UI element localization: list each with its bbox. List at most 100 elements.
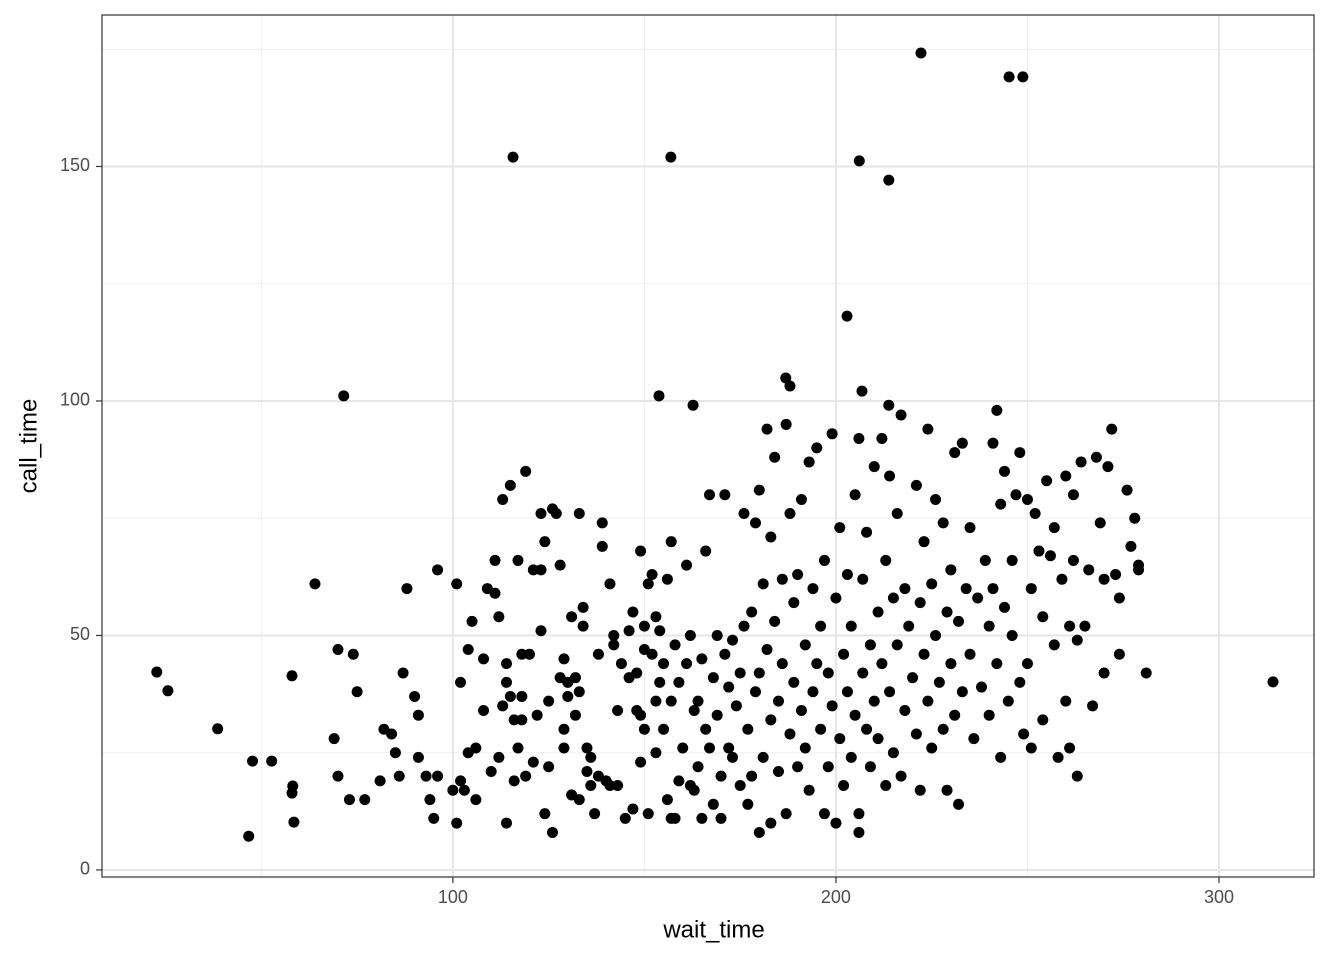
point xyxy=(688,784,700,796)
point xyxy=(769,451,781,463)
point xyxy=(926,578,938,590)
point xyxy=(700,545,712,557)
point xyxy=(918,536,930,548)
point xyxy=(937,517,949,529)
point xyxy=(723,681,735,693)
point xyxy=(516,714,528,726)
point xyxy=(864,761,876,773)
point xyxy=(1025,583,1037,595)
point xyxy=(696,812,708,824)
point xyxy=(746,770,758,782)
point xyxy=(451,817,463,829)
point xyxy=(1113,648,1125,660)
point xyxy=(784,728,796,740)
point xyxy=(658,658,670,670)
point xyxy=(688,705,700,717)
point xyxy=(915,47,927,59)
point xyxy=(749,517,761,529)
point xyxy=(520,770,532,782)
point xyxy=(761,644,773,656)
point xyxy=(753,826,765,838)
point xyxy=(1006,554,1018,566)
point xyxy=(719,489,731,501)
point xyxy=(393,770,405,782)
point xyxy=(930,629,942,641)
point xyxy=(596,517,608,529)
point xyxy=(347,648,359,660)
point xyxy=(558,742,570,754)
point xyxy=(903,620,915,632)
point xyxy=(650,695,662,707)
point xyxy=(1044,550,1056,562)
point xyxy=(409,690,421,702)
point xyxy=(627,803,639,815)
point xyxy=(286,787,298,799)
point xyxy=(696,653,708,665)
point xyxy=(573,794,585,806)
point xyxy=(972,592,984,604)
point xyxy=(811,442,823,454)
point xyxy=(535,508,547,520)
point xyxy=(665,151,677,163)
point xyxy=(665,695,677,707)
point xyxy=(853,808,865,820)
point xyxy=(761,423,773,435)
point xyxy=(700,723,712,735)
point xyxy=(501,658,513,670)
point xyxy=(910,728,922,740)
point xyxy=(803,784,815,796)
point xyxy=(669,812,681,824)
point xyxy=(1110,569,1122,581)
point xyxy=(723,742,735,754)
point xyxy=(554,559,566,571)
point xyxy=(727,751,739,763)
points xyxy=(151,47,1279,842)
point xyxy=(266,755,278,767)
point xyxy=(830,592,842,604)
point xyxy=(895,770,907,782)
point xyxy=(653,390,665,402)
point xyxy=(351,686,363,698)
point xyxy=(658,723,670,735)
point xyxy=(1079,620,1091,632)
point xyxy=(822,667,834,679)
point xyxy=(389,747,401,759)
point xyxy=(742,723,754,735)
point xyxy=(489,587,501,599)
point xyxy=(615,658,627,670)
point xyxy=(1033,545,1045,557)
point xyxy=(707,672,719,684)
point xyxy=(470,794,482,806)
point xyxy=(922,423,934,435)
point xyxy=(288,816,300,828)
point xyxy=(359,794,371,806)
point xyxy=(887,592,899,604)
point xyxy=(949,709,961,721)
point xyxy=(635,545,647,557)
point xyxy=(508,775,520,787)
point xyxy=(1014,676,1026,688)
x-tick-label: 300 xyxy=(1204,887,1234,907)
point xyxy=(478,653,490,665)
point xyxy=(432,770,444,782)
point xyxy=(998,601,1010,613)
point xyxy=(661,794,673,806)
point xyxy=(772,765,784,777)
point xyxy=(834,733,846,745)
point xyxy=(1029,508,1041,520)
point xyxy=(799,742,811,754)
point xyxy=(1133,564,1145,576)
point xyxy=(964,648,976,660)
point xyxy=(243,830,255,842)
point xyxy=(527,756,539,768)
point xyxy=(998,465,1010,477)
point xyxy=(1060,470,1072,482)
point xyxy=(638,620,650,632)
point xyxy=(577,601,589,613)
point xyxy=(650,747,662,759)
point xyxy=(883,174,895,186)
point xyxy=(792,761,804,773)
point xyxy=(1129,512,1141,524)
point xyxy=(914,784,926,796)
point xyxy=(841,686,853,698)
